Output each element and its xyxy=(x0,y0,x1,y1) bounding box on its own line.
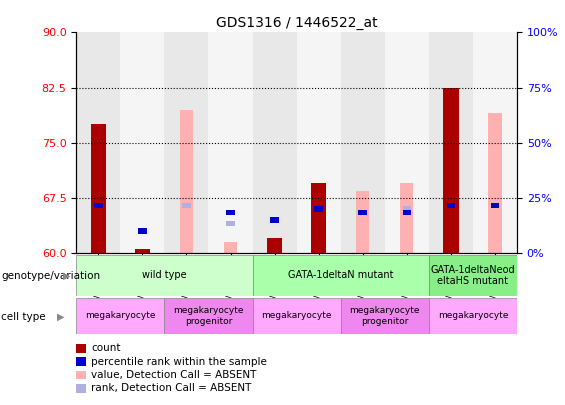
Bar xyxy=(314,207,323,211)
Bar xyxy=(138,228,147,234)
Bar xyxy=(429,255,517,296)
Bar xyxy=(94,203,103,208)
Bar xyxy=(473,32,517,253)
Bar xyxy=(226,221,235,226)
Text: megakaryocyte
progenitor: megakaryocyte progenitor xyxy=(350,306,420,326)
Bar xyxy=(356,191,370,253)
Bar xyxy=(76,298,164,334)
Bar xyxy=(341,298,429,334)
Title: GDS1316 / 1446522_at: GDS1316 / 1446522_at xyxy=(216,16,377,30)
Bar xyxy=(164,32,208,253)
Bar xyxy=(120,32,164,253)
Bar xyxy=(311,183,327,253)
Bar xyxy=(297,32,341,253)
Bar xyxy=(182,203,191,208)
Text: ▶: ▶ xyxy=(57,312,65,322)
Text: wild type: wild type xyxy=(142,271,186,280)
Bar xyxy=(385,32,429,253)
Bar xyxy=(253,32,297,253)
Text: megakaryocyte: megakaryocyte xyxy=(85,311,155,320)
Text: genotype/variation: genotype/variation xyxy=(1,271,100,281)
Bar xyxy=(490,203,499,208)
Text: megakaryocyte: megakaryocyte xyxy=(438,311,508,320)
Bar xyxy=(76,32,120,253)
Bar xyxy=(400,183,414,253)
Bar xyxy=(164,298,253,334)
Bar xyxy=(134,249,150,253)
Text: rank, Detection Call = ABSENT: rank, Detection Call = ABSENT xyxy=(91,384,251,393)
Bar xyxy=(446,203,455,208)
Bar xyxy=(90,124,106,253)
Bar xyxy=(358,210,367,215)
Text: value, Detection Call = ABSENT: value, Detection Call = ABSENT xyxy=(91,370,257,380)
Bar xyxy=(208,32,253,253)
Bar xyxy=(270,217,279,223)
Bar xyxy=(443,87,459,253)
Bar xyxy=(429,298,517,334)
Text: GATA-1deltaN mutant: GATA-1deltaN mutant xyxy=(288,271,393,280)
Text: megakaryocyte: megakaryocyte xyxy=(262,311,332,320)
Bar xyxy=(180,110,193,253)
Bar xyxy=(224,242,237,253)
Bar xyxy=(402,210,411,215)
Text: megakaryocyte
progenitor: megakaryocyte progenitor xyxy=(173,306,244,326)
Text: percentile rank within the sample: percentile rank within the sample xyxy=(91,357,267,367)
Bar xyxy=(253,298,341,334)
Bar xyxy=(429,32,473,253)
Bar xyxy=(226,210,235,215)
Text: GATA-1deltaNeod
eltaHS mutant: GATA-1deltaNeod eltaHS mutant xyxy=(431,264,515,286)
Bar xyxy=(402,207,411,211)
Bar xyxy=(253,255,429,296)
Text: cell type: cell type xyxy=(1,312,46,322)
Bar xyxy=(267,239,282,253)
Bar xyxy=(76,255,253,296)
Bar xyxy=(488,113,502,253)
Text: ▶: ▶ xyxy=(63,271,71,281)
Text: count: count xyxy=(91,343,120,353)
Bar xyxy=(341,32,385,253)
Bar xyxy=(490,203,499,208)
Bar xyxy=(358,210,367,215)
